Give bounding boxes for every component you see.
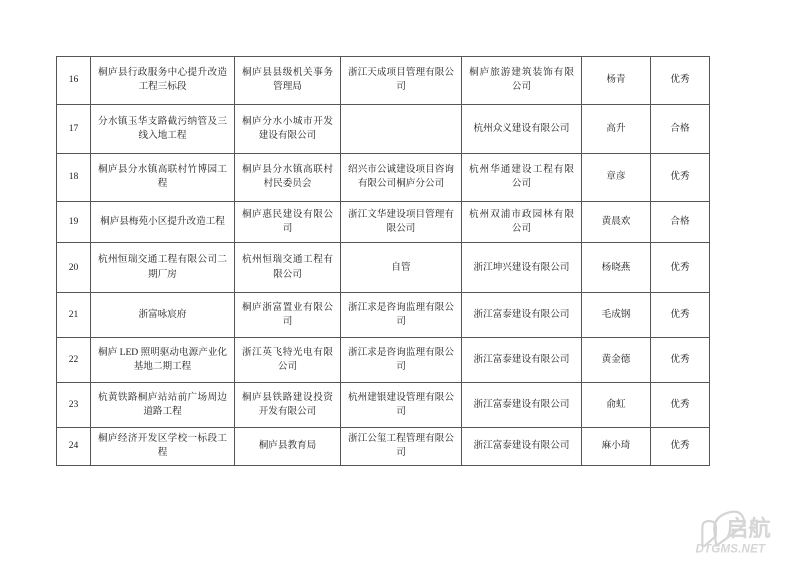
svg-text:启航: 启航 bbox=[726, 515, 771, 541]
svg-text:DTGMS.NET: DTGMS.NET bbox=[696, 543, 766, 554]
